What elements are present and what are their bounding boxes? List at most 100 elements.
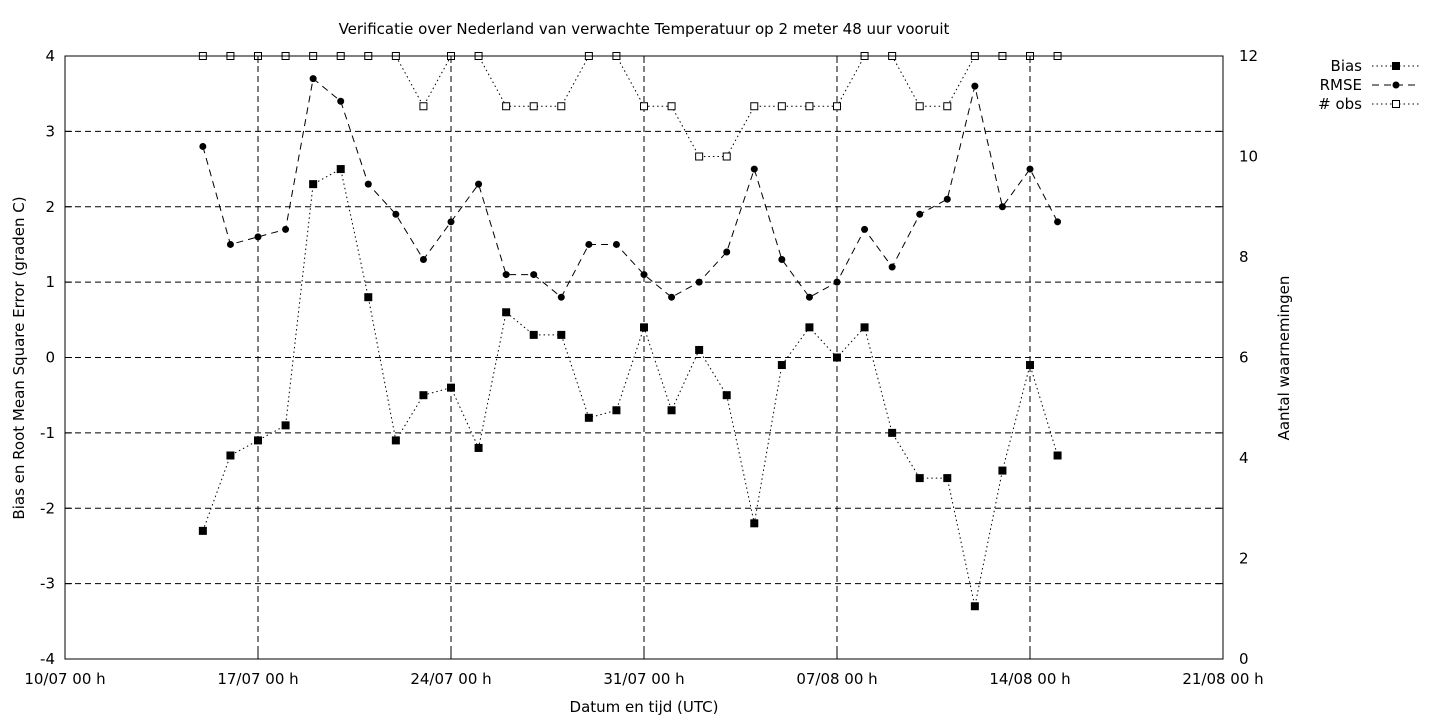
- rmse-point: [309, 75, 317, 83]
- obs-point: [722, 152, 731, 161]
- series-rmse: [199, 75, 1062, 301]
- rmse-point: [916, 210, 924, 218]
- x-tick-label: 07/08 00 h: [796, 670, 877, 688]
- rmse-point: [364, 180, 372, 188]
- rmse-point: [833, 278, 841, 286]
- bias-point: [474, 443, 483, 452]
- rmse-point: [530, 271, 538, 279]
- bias-point: [888, 428, 897, 437]
- bias-point: [860, 323, 869, 332]
- obs-point: [667, 102, 676, 111]
- bias-point: [833, 353, 841, 362]
- y2-axis-label: Aantal waarnemingen: [1275, 276, 1293, 441]
- y2-tick-label: 10: [1239, 148, 1258, 166]
- series-obs: [198, 52, 1062, 161]
- bias-point: [915, 474, 924, 483]
- legend-label: Bias: [1331, 57, 1363, 75]
- series-layer: [198, 52, 1062, 611]
- bias-point: [943, 474, 952, 483]
- bias-point: [612, 406, 621, 415]
- bias-point: [557, 330, 566, 339]
- bias-point: [584, 413, 593, 422]
- x-axis-label: Datum en tijd (UTC): [570, 698, 719, 716]
- obs-point: [833, 102, 841, 111]
- y2-tick-label: 0: [1239, 650, 1249, 668]
- rmse-point: [282, 225, 290, 233]
- bias-point: [750, 519, 759, 528]
- bias-point: [502, 308, 511, 317]
- bias-point: [722, 391, 731, 400]
- grid: [65, 56, 1223, 659]
- rmse-line: [202, 77, 1059, 298]
- rmse-point: [447, 218, 455, 226]
- obs-point: [915, 102, 924, 111]
- obs-point: [805, 102, 814, 111]
- bias-point: [1053, 451, 1062, 460]
- obs-point: [557, 102, 566, 111]
- x-tick-label: 21/08 00 h: [1182, 670, 1263, 688]
- rmse-point: [254, 233, 262, 241]
- y2-tick-label: 12: [1239, 47, 1258, 65]
- rmse-point: [971, 82, 979, 90]
- bias-point: [667, 406, 676, 415]
- bias-point: [695, 345, 704, 354]
- y-tick-label: -2: [40, 499, 55, 517]
- y-tick-label: -1: [40, 424, 55, 442]
- obs-point: [777, 102, 786, 111]
- rmse-point: [778, 256, 786, 264]
- bias-point: [805, 323, 814, 332]
- rmse-point: [475, 180, 483, 188]
- bias-point: [336, 165, 345, 174]
- bias-point: [309, 180, 318, 189]
- y2-tick-label: 8: [1239, 248, 1249, 266]
- x-tick-label: 10/07 00 h: [24, 670, 105, 688]
- x-tick-label: 17/07 00 h: [217, 670, 298, 688]
- y2-tick-label: 4: [1239, 449, 1249, 467]
- y-tick-label: 3: [45, 122, 55, 140]
- bias-point: [419, 391, 428, 400]
- obs-point: [529, 102, 538, 111]
- bias-point: [447, 383, 455, 392]
- y-axis-label: Bias en Root Mean Square Error (graden C…: [10, 196, 28, 519]
- legend-label: RMSE: [1320, 76, 1362, 94]
- legend-marker: [1392, 62, 1400, 70]
- y-tick-label: 2: [45, 198, 55, 216]
- series-bias: [198, 165, 1062, 611]
- rmse-point: [419, 256, 427, 264]
- x-tick-label: 14/08 00 h: [989, 670, 1070, 688]
- rmse-point: [392, 210, 400, 218]
- obs-point: [502, 102, 511, 111]
- rmse-point: [750, 165, 758, 173]
- y-tick-label: -4: [40, 650, 55, 668]
- obs-point: [943, 102, 952, 111]
- rmse-point: [199, 142, 207, 150]
- x-tick-label: 24/07 00 h: [410, 670, 491, 688]
- rmse-point: [612, 240, 620, 248]
- bias-point: [198, 526, 207, 535]
- rmse-point: [805, 293, 813, 301]
- rmse-point: [585, 240, 593, 248]
- rmse-point: [998, 203, 1006, 211]
- rmse-point: [723, 248, 731, 256]
- rmse-point: [668, 293, 676, 301]
- bias-point: [640, 323, 648, 332]
- bias-point: [281, 421, 290, 430]
- obs-point: [750, 102, 759, 111]
- bias-point: [777, 361, 786, 370]
- bias-point: [1026, 361, 1034, 370]
- bias-point: [529, 330, 538, 339]
- bias-point: [391, 436, 400, 445]
- rmse-point: [695, 278, 703, 286]
- bias-point: [226, 451, 235, 460]
- y2-tick-label: 2: [1239, 550, 1249, 568]
- rmse-point: [640, 271, 648, 279]
- rmse-point: [1026, 165, 1034, 173]
- legend-marker: [1392, 81, 1400, 89]
- obs-line: [202, 55, 1058, 157]
- bias-point: [998, 466, 1007, 475]
- obs-point: [640, 102, 648, 111]
- y2-tick-label: 6: [1239, 349, 1249, 367]
- bias-line: [202, 168, 1059, 607]
